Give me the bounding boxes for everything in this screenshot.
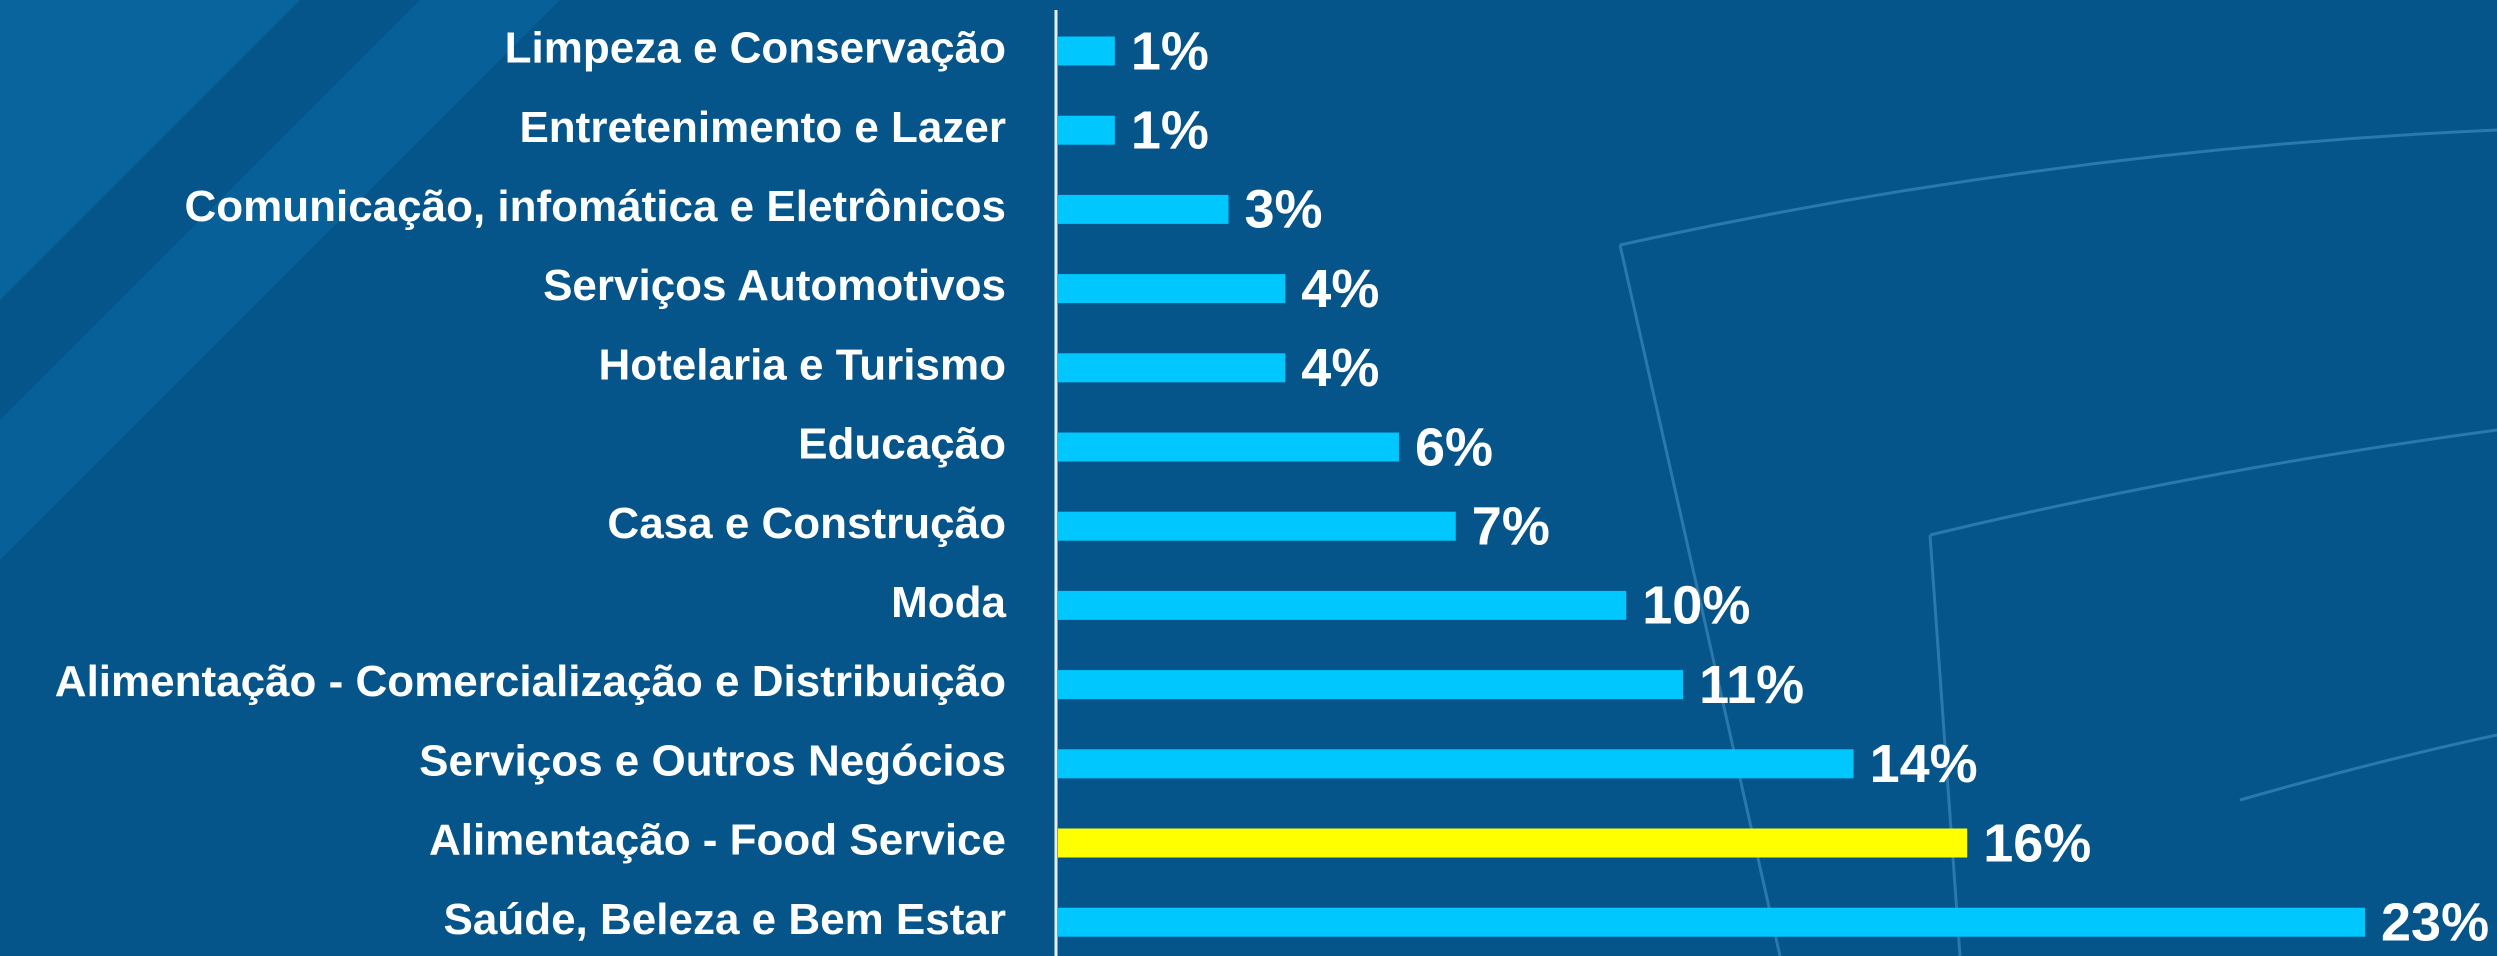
category-label: Serviços Automotivos	[543, 261, 1006, 310]
bar	[1058, 274, 1286, 304]
value-label: 3%	[1244, 180, 1322, 240]
category-label: Limpeza e Conservação	[505, 24, 1006, 73]
value-label: 10%	[1642, 576, 1750, 636]
category-label: Hotelaria e Turismo	[598, 340, 1006, 389]
value-label: 6%	[1415, 417, 1493, 477]
value-label: 4%	[1301, 338, 1379, 398]
category-label: Alimentação - Food Service	[429, 816, 1006, 865]
bar	[1058, 907, 2365, 937]
bar	[1058, 36, 1115, 66]
value-label: 7%	[1472, 496, 1550, 556]
category-label: Serviços e Outros Negócios	[419, 736, 1006, 785]
category-label: Casa e Construção	[607, 499, 1006, 548]
value-label: 1%	[1131, 21, 1209, 81]
category-label: Saúde, Beleza e Bem Estar	[444, 895, 1006, 944]
value-label: 16%	[1983, 813, 2091, 873]
bar	[1058, 670, 1684, 700]
bar	[1058, 194, 1229, 224]
bar	[1058, 749, 1854, 779]
value-label: 23%	[2381, 892, 2489, 952]
value-label: 4%	[1301, 259, 1379, 319]
category-label: Alimentação - Comercialização e Distribu…	[55, 657, 1006, 706]
bar	[1058, 590, 1627, 620]
bar	[1058, 115, 1115, 145]
value-label: 11%	[1699, 655, 1804, 715]
value-label: 14%	[1870, 734, 1978, 794]
bar	[1058, 432, 1399, 462]
category-label: Educação	[798, 420, 1006, 469]
bar	[1058, 511, 1456, 541]
category-label: Entretenimento e Lazer	[519, 103, 1006, 152]
bar	[1058, 353, 1286, 383]
category-label: Comunicação, infomática e Eletrônicos	[184, 182, 1006, 231]
bar	[1058, 828, 1968, 858]
value-label: 1%	[1131, 100, 1209, 160]
category-label: Moda	[891, 578, 1006, 627]
